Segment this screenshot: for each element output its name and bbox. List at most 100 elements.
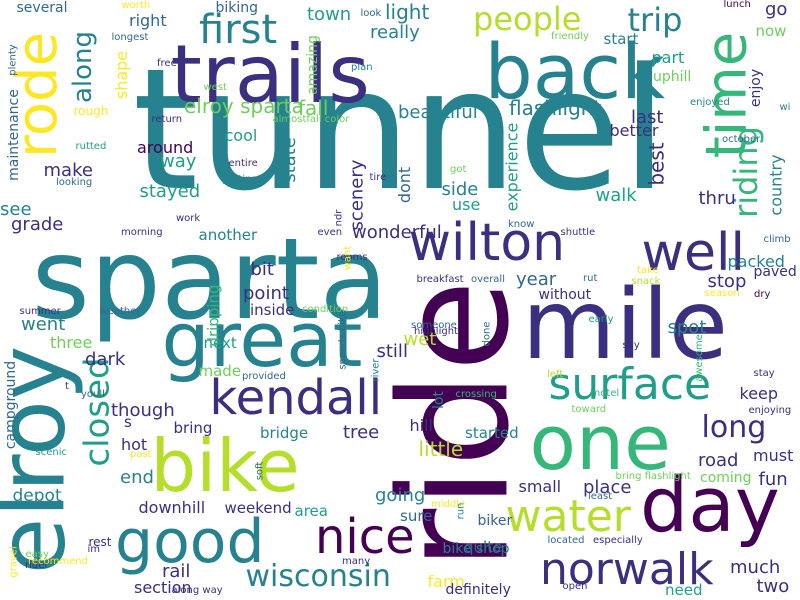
cloud-word: uphill	[653, 69, 692, 85]
cloud-word: bridge	[260, 423, 309, 442]
cloud-word: downhill	[138, 498, 206, 517]
cloud-word: start	[603, 29, 639, 48]
cloud-word: speeds bike	[337, 310, 349, 370]
cloud-word: great	[161, 295, 363, 384]
cloud-word: kendall	[209, 370, 383, 426]
cloud-word: use	[452, 195, 481, 214]
cloud-word: return	[151, 114, 183, 125]
cloud-word: around	[137, 138, 194, 157]
cloud-word: river	[370, 358, 382, 382]
cloud-word: know	[508, 219, 535, 230]
cloud-word: plan	[351, 62, 373, 73]
cloud-word: october	[722, 134, 761, 145]
cloud-word: bike shop	[442, 541, 510, 557]
cloud-word: paved	[753, 264, 797, 280]
cloud-word: going	[375, 485, 426, 506]
cloud-word: someone	[411, 320, 457, 331]
cloud-word: now	[755, 21, 787, 40]
cloud-word: still	[376, 341, 408, 362]
cloud-word: three	[50, 333, 93, 352]
cloud-word: road	[698, 450, 739, 471]
cloud-word: sparta	[31, 215, 389, 345]
cloud-word: long	[701, 410, 767, 445]
cloud-word: overall	[471, 274, 505, 285]
cloud-word: highlight	[414, 326, 458, 337]
cloud-word: enjoyed	[690, 97, 730, 108]
cloud-word: mile	[522, 269, 728, 381]
cloud-word: wet	[403, 329, 437, 350]
cloud-word: ndr	[332, 209, 344, 227]
cloud-word: t	[65, 381, 69, 392]
cloud-word: located	[547, 535, 585, 546]
cloud-word: next	[203, 333, 237, 352]
cloud-word: left	[547, 369, 564, 380]
cloud-word: hot	[121, 435, 148, 454]
cloud-word: coming	[700, 470, 752, 486]
cloud-word: breakfast	[416, 274, 464, 285]
cloud-word: inside	[250, 300, 295, 319]
cloud-word: section	[134, 578, 192, 597]
cloud-word: experience	[501, 122, 521, 212]
cloud-word: day	[640, 460, 780, 549]
cloud-word: shape	[112, 50, 132, 100]
cloud-word: area	[294, 501, 328, 520]
cloud-word: right	[129, 11, 167, 30]
cloud-word: surface	[548, 359, 712, 410]
cloud-word: water	[505, 491, 631, 542]
cloud-word: motel	[590, 388, 620, 399]
cloud-word: rut	[583, 273, 598, 284]
cloud-word: done	[480, 321, 492, 347]
cloud-word: walk	[595, 185, 637, 206]
cloud-word: definitely	[445, 582, 511, 598]
cloud-word: though	[111, 400, 175, 421]
cloud-word: quite	[464, 537, 503, 556]
cloud-word: dripping	[204, 283, 223, 347]
cloud-word: stay	[753, 368, 775, 379]
cloud-word: im	[87, 544, 101, 555]
cloud-word: middle	[431, 499, 466, 510]
cloud-word: tree	[343, 422, 380, 443]
cloud-word: back	[484, 27, 666, 116]
cloud-word: toward	[571, 404, 607, 415]
cloud-word: really	[370, 22, 420, 43]
cloud-word: want	[341, 245, 353, 271]
cloud-word: getting	[222, 174, 258, 185]
cloud-word: shuttle	[560, 227, 596, 238]
cloud-word: dark	[85, 349, 126, 370]
cloud-word: scenery	[345, 159, 367, 231]
cloud-word: recommend	[28, 556, 88, 567]
cloud-word: youll	[81, 389, 105, 400]
cloud-word: made	[198, 361, 242, 380]
cloud-word: run	[454, 502, 466, 520]
cloud-word: stayed	[139, 181, 201, 202]
cloud-word: lunch	[723, 0, 751, 10]
cloud-word: little	[418, 437, 464, 461]
cloud-word: well	[641, 223, 745, 283]
cloud-word: weekend	[224, 498, 292, 517]
cloud-word: state	[278, 137, 300, 183]
cloud-word: go	[765, 0, 788, 20]
cloud-word: stop	[707, 271, 747, 292]
cloud-word: dont	[395, 166, 415, 204]
cloud-word: summer	[19, 306, 61, 317]
cloud-word: another	[198, 225, 258, 244]
cloud-word: depot	[12, 485, 62, 506]
cloud-word: say	[622, 340, 640, 351]
cloud-word: much	[730, 557, 781, 578]
cloud-word: bring flashlight	[615, 471, 691, 482]
cloud-word: entire	[228, 158, 258, 169]
cloud-word: best	[644, 142, 669, 186]
cloud-word: free	[157, 58, 177, 69]
cloud-word: many	[342, 556, 371, 567]
cloud-word: norwalk	[540, 544, 714, 595]
cloud-word: light	[385, 0, 430, 24]
cloud-word: grade	[11, 214, 64, 235]
cloud-word: side	[441, 179, 479, 200]
cloud-word: east	[560, 180, 582, 191]
cloud-word: maintenance	[5, 89, 22, 181]
cloud-word: rough	[73, 104, 109, 118]
cloud-word: easy	[25, 549, 49, 560]
cloud-word: must	[753, 446, 794, 465]
cloud-word: several	[16, 0, 68, 16]
cloud-word: one	[529, 398, 671, 487]
